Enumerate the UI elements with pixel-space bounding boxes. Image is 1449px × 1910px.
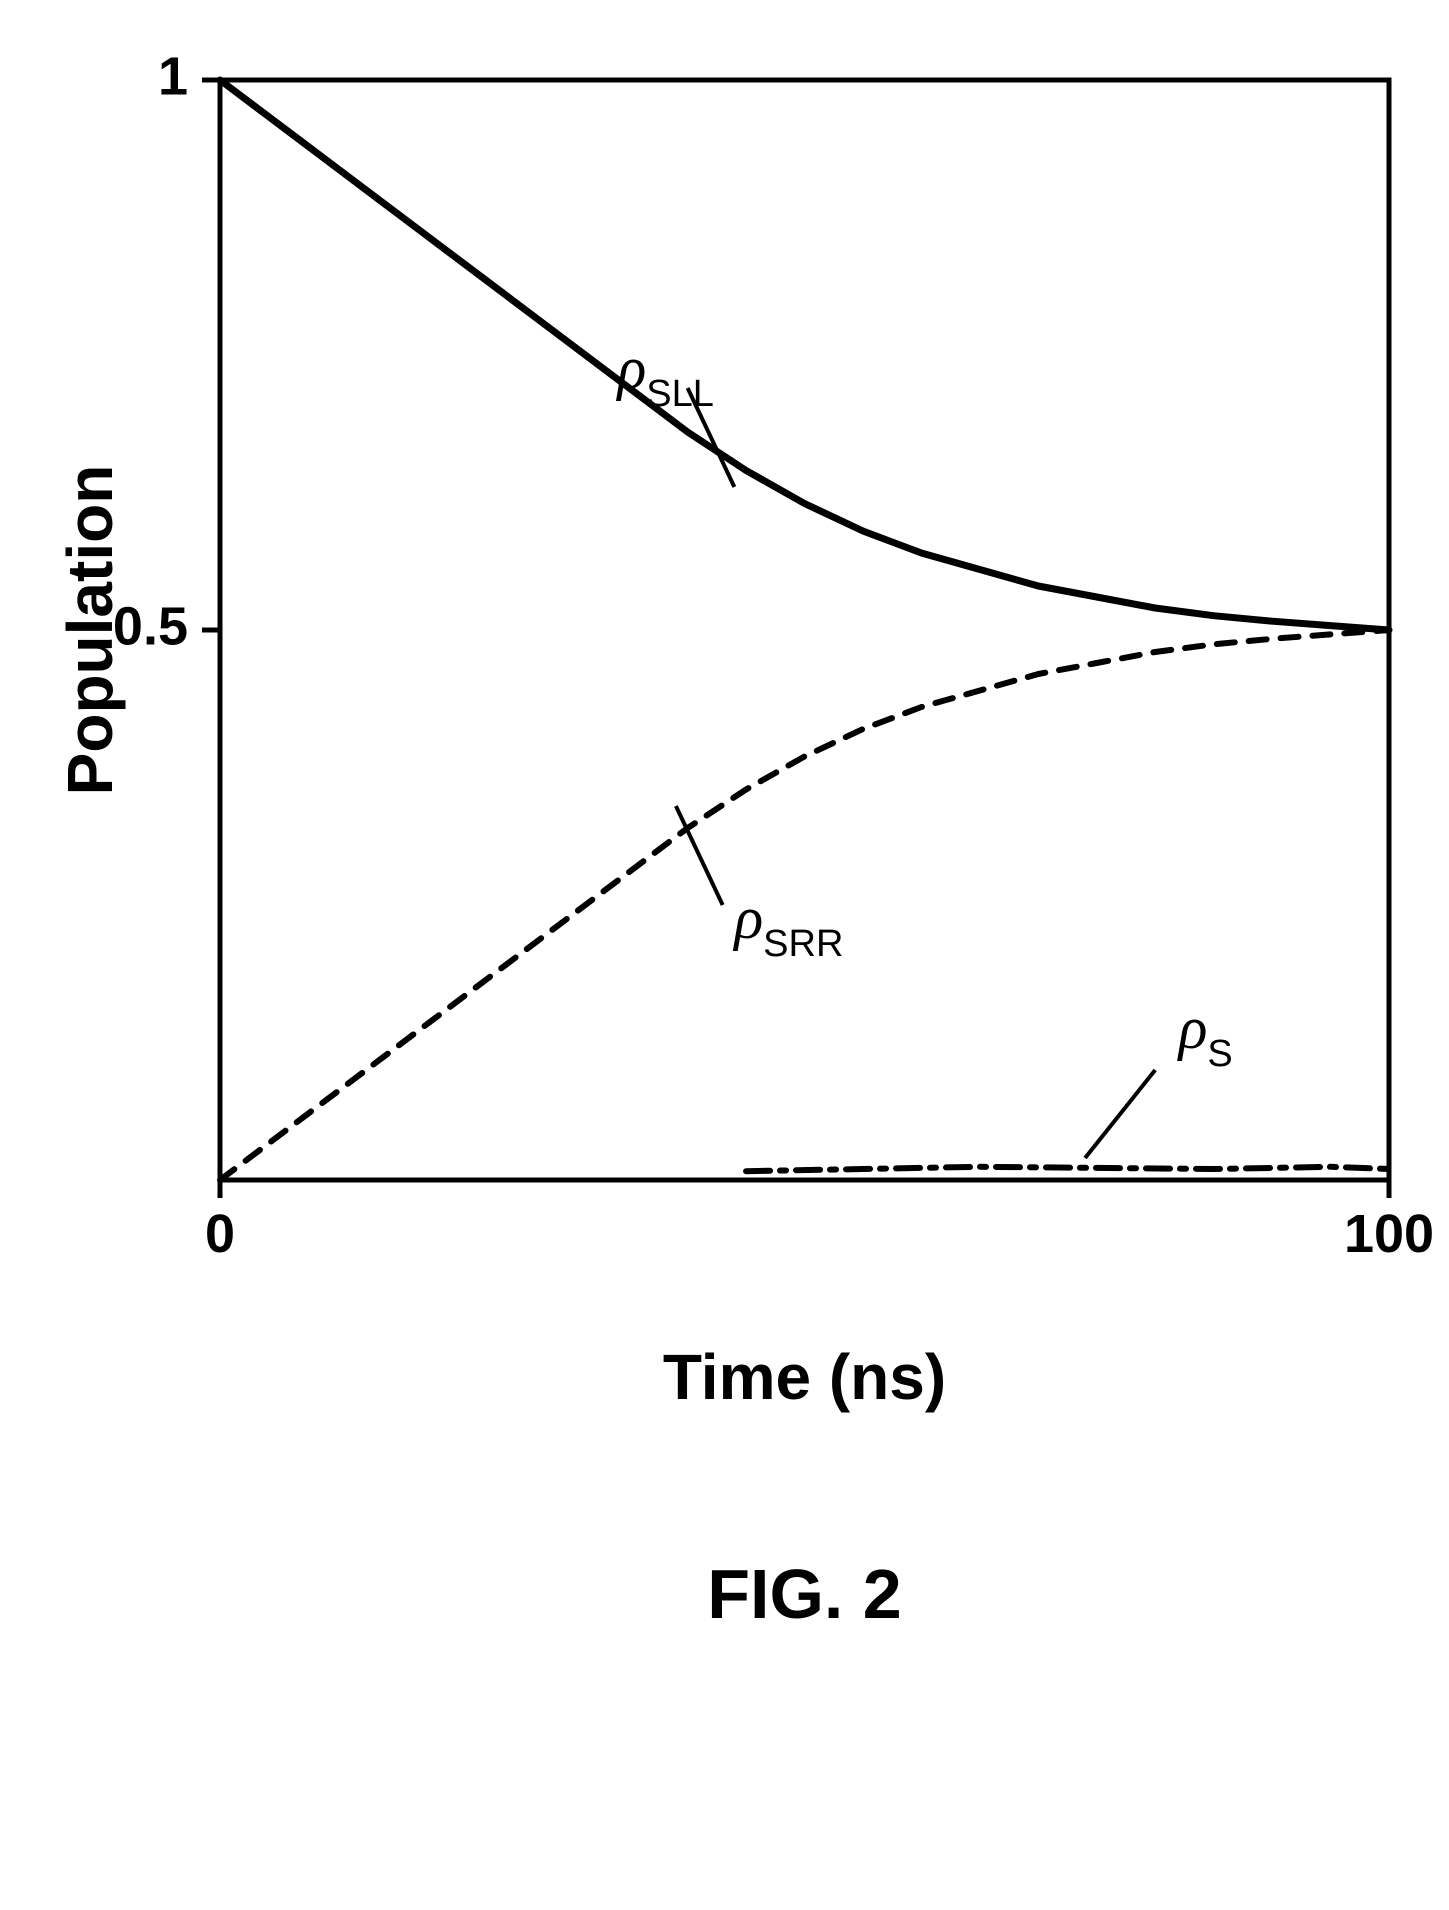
chart-container: Population 0.510100ρSLLρSRRρS bbox=[0, 40, 1449, 1320]
figure-2: Population 0.510100ρSLLρSRRρS Time (ns) … bbox=[0, 40, 1449, 1634]
y-axis-label: Population bbox=[53, 465, 127, 796]
svg-text:0: 0 bbox=[205, 1204, 235, 1264]
chart-svg: 0.510100ρSLLρSRRρS bbox=[0, 40, 1449, 1320]
x-axis-label: Time (ns) bbox=[0, 1340, 1449, 1414]
svg-text:100: 100 bbox=[1344, 1204, 1434, 1264]
figure-caption: FIG. 2 bbox=[0, 1554, 1449, 1634]
svg-text:1: 1 bbox=[158, 46, 188, 106]
